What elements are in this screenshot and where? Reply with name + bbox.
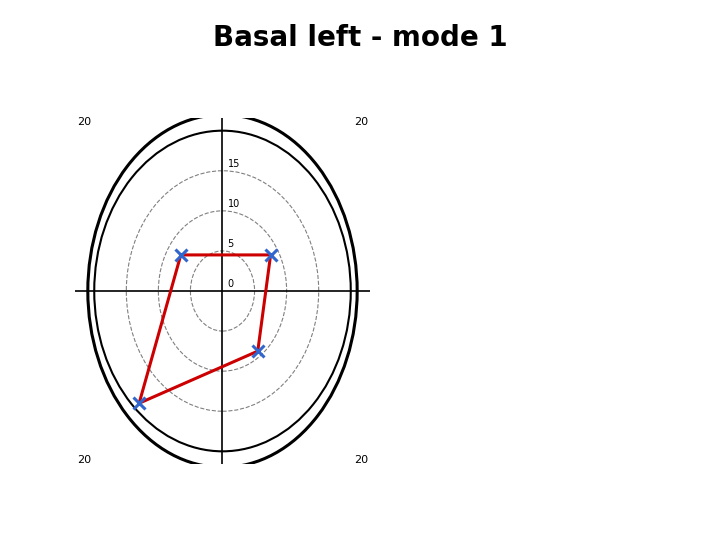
Text: 20: 20 bbox=[77, 118, 91, 127]
Text: 0: 0 bbox=[228, 279, 234, 289]
Text: 20: 20 bbox=[354, 455, 368, 464]
Text: Strong basal left gives good routine,
sequential, process skills. Detailed,
stru: Strong basal left gives good routine, se… bbox=[391, 121, 653, 253]
Text: 15: 15 bbox=[228, 159, 240, 169]
Text: Basal left - mode 1: Basal left - mode 1 bbox=[212, 24, 508, 52]
Text: Can appear labored, bureaucratic, or
obstinate.: Can appear labored, bureaucratic, or obs… bbox=[391, 389, 638, 419]
Text: 5: 5 bbox=[228, 239, 234, 249]
Text: 10: 10 bbox=[228, 199, 240, 209]
Text: 20: 20 bbox=[77, 455, 91, 464]
Text: Meets deadlines through following
schedules and processes. Disciplined.
Good att: Meets deadlines through following schedu… bbox=[391, 295, 644, 342]
Text: 20: 20 bbox=[354, 118, 368, 127]
